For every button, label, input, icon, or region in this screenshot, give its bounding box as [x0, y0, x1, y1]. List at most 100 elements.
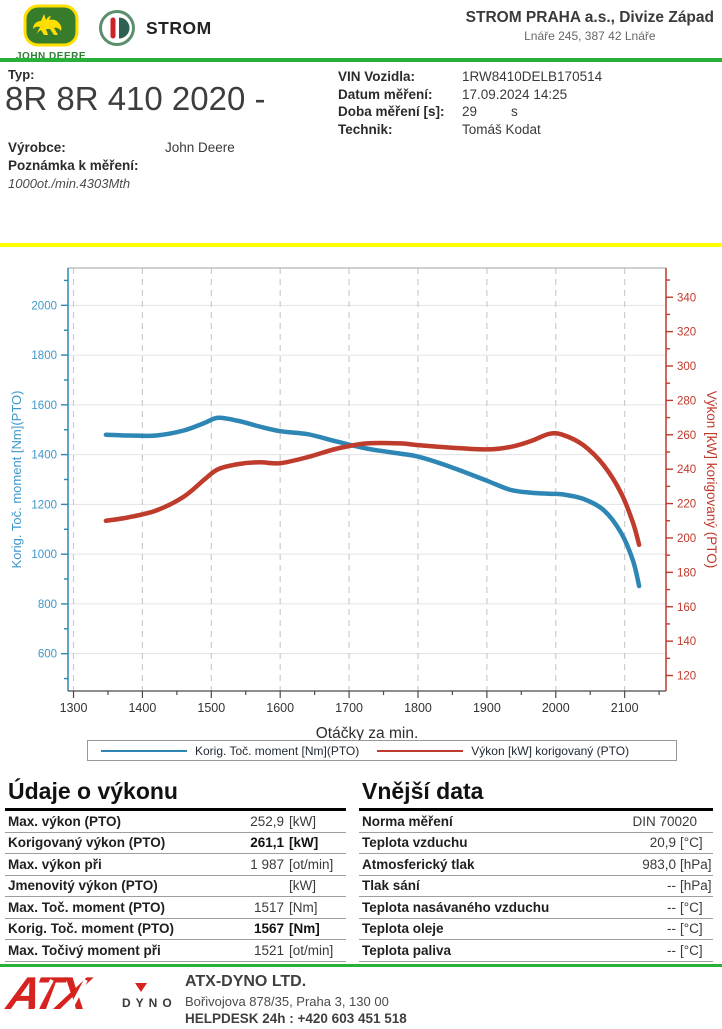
type-label: Typ:	[8, 67, 35, 82]
legend-torque-label: Korig. Toč. moment [Nm](PTO)	[195, 743, 360, 758]
svg-text:300: 300	[677, 361, 696, 373]
row-label: Max. Točivý moment při	[8, 942, 161, 958]
svg-text:280: 280	[677, 395, 696, 407]
svg-text:1000: 1000	[31, 549, 57, 561]
table-row: Max. Točivý moment při 1521 [ot/min]	[5, 940, 346, 962]
legend-power-label: Výkon [kW] korigovaný (PTO)	[471, 743, 630, 758]
row-value: 20,9	[649, 835, 676, 851]
footer-company: ATX-DYNO LTD.	[185, 973, 307, 990]
manufacturer-label: Výrobce:	[8, 140, 66, 155]
row-value: --	[667, 899, 676, 915]
svg-text:1900: 1900	[473, 701, 501, 715]
svg-text:2000: 2000	[542, 701, 570, 715]
technician-row: Technik: Tomáš Kodat	[338, 121, 541, 137]
header-divider	[0, 58, 722, 62]
footer-helpdesk: HELPDESK 24h : +420 603 451 518	[185, 1011, 407, 1026]
svg-text:200: 200	[677, 533, 696, 545]
row-value: --	[667, 921, 676, 937]
power-data-table: Údaje o výkonu Max. výkon (PTO) 252,9 [kW]…	[5, 777, 346, 962]
row-value: 1521	[253, 942, 284, 958]
row-unit: [hPa]	[680, 856, 712, 872]
row-label: Tlak sání	[362, 878, 420, 894]
table-row: Korig. Toč. moment (PTO) 1567 [Nm]	[5, 919, 346, 940]
svg-text:180: 180	[677, 567, 696, 579]
row-value: 261,1	[250, 835, 284, 851]
svg-text:2100: 2100	[611, 701, 639, 715]
svg-text:140: 140	[677, 636, 696, 648]
strom-oval-icon	[99, 10, 135, 46]
external-table-rows: Norma měření DIN 70020 Teplota vzduchu 20,9…	[359, 811, 713, 962]
row-label: Max. výkon (PTO)	[8, 813, 122, 829]
external-data-table: Vnější data Norma měření DIN 70020 Teplota…	[359, 777, 713, 962]
svg-text:1800: 1800	[31, 350, 57, 362]
row-value: 983,0	[642, 856, 676, 872]
duration-unit: s	[511, 104, 518, 120]
row-unit: [Nm]	[289, 921, 320, 937]
external-table-title: Vnější data	[359, 777, 713, 811]
row-value: 1567	[253, 921, 284, 937]
svg-text:1200: 1200	[31, 499, 57, 511]
table-row: Teplota nasávaného vzduchu -- [°C]	[359, 897, 713, 919]
row-value: 1 987	[250, 856, 284, 872]
svg-text:Korig. Toč. moment [Nm](PTO): Korig. Toč. moment [Nm](PTO)	[9, 391, 24, 569]
svg-text:Výkon [kW] korigovaný (PTO): Výkon [kW] korigovaný (PTO)	[704, 391, 717, 569]
row-label: Jmenovitý výkon (PTO)	[8, 878, 158, 894]
svg-text:1800: 1800	[404, 701, 432, 715]
svg-text:1500: 1500	[197, 701, 225, 715]
john-deere-shield-icon	[23, 4, 79, 47]
legend-torque-line-icon	[101, 749, 187, 752]
john-deere-wordmark: JOHN DEERE	[15, 51, 86, 62]
row-label: Teplota oleje	[362, 921, 444, 937]
note-value: 1000ot./min.4303Mth	[8, 176, 131, 191]
vin-value: 1RW8410DELB170514	[462, 69, 603, 84]
power-table-title: Údaje o výkonu	[5, 777, 346, 811]
table-row: Tlak sání -- [hPa]	[359, 876, 713, 897]
svg-text:600: 600	[38, 649, 57, 661]
svg-text:1300: 1300	[60, 701, 88, 715]
svg-text:2000: 2000	[31, 300, 57, 312]
date-row: Datum měření: 17.09.2024 14:25	[338, 86, 568, 102]
duration-value: 29	[462, 104, 478, 120]
row-label: Max. výkon při	[8, 856, 102, 872]
dyno-wordmark: DYNO	[122, 996, 177, 1010]
svg-text:1400: 1400	[31, 450, 57, 462]
svg-text:220: 220	[677, 499, 696, 511]
row-label: Korig. Toč. moment (PTO)	[8, 921, 175, 937]
row-unit: [°C]	[680, 921, 703, 937]
power-table-rows: Max. výkon (PTO) 252,9 [kW] Korigovaný výko…	[5, 811, 346, 962]
row-unit: [kW]	[289, 813, 316, 829]
svg-text:320: 320	[677, 327, 696, 339]
table-row: Teplota vzduchu 20,9 [°C]	[359, 833, 713, 854]
table-row: Jmenovitý výkon (PTO) [kW]	[5, 876, 346, 897]
note-label: Poznámka k měření:	[8, 158, 139, 173]
table-row: Korigovaný výkon (PTO) 261,1 [kW]	[5, 833, 346, 854]
row-label: Teplota vzduchu	[362, 835, 468, 851]
table-row: Max. výkon při 1 987 [ot/min]	[5, 854, 346, 876]
row-label: Korigovaný výkon (PTO)	[8, 835, 166, 851]
row-unit: [Nm]	[289, 899, 318, 915]
dyno-chart-plot: 600 800 1000 1200 1400 1600 1800 2000 120 140 160 1…	[9, 267, 719, 742]
footer-contact: ATX-DYNO LTD. Bořivojova 878/35, Praha 3…	[185, 973, 407, 1026]
atx-dyno-logo: ATX DYNO	[3, 967, 183, 1026]
footer-address: Bořivojova 878/35, Praha 3, 130 00	[185, 994, 389, 1009]
legend-power-line-icon	[377, 749, 464, 752]
svg-text:1400: 1400	[128, 701, 156, 715]
row-label: Teplota paliva	[362, 942, 452, 958]
table-row: Teplota oleje -- [°C]	[359, 919, 713, 940]
svg-text:1700: 1700	[335, 701, 363, 715]
svg-text:800: 800	[38, 599, 57, 611]
company-address: Lnáře 245, 387 42 Lnáře	[524, 29, 656, 43]
row-unit: [°C]	[680, 899, 703, 915]
row-value: DIN 70020	[632, 813, 697, 829]
table-row: Max. výkon (PTO) 252,9 [kW]	[5, 811, 346, 833]
row-unit: [ot/min]	[289, 856, 334, 872]
row-value: --	[667, 942, 676, 958]
date-value: 17.09.2024 14:25	[462, 86, 568, 102]
table-row: Norma měření DIN 70020	[359, 811, 713, 833]
row-label: Max. Toč. moment (PTO)	[8, 899, 166, 915]
svg-text:1600: 1600	[31, 400, 57, 412]
row-value: 252,9	[250, 813, 284, 829]
row-unit: [ot/min]	[289, 942, 334, 958]
svg-text:120: 120	[677, 671, 696, 683]
row-unit: [kW]	[289, 878, 316, 894]
